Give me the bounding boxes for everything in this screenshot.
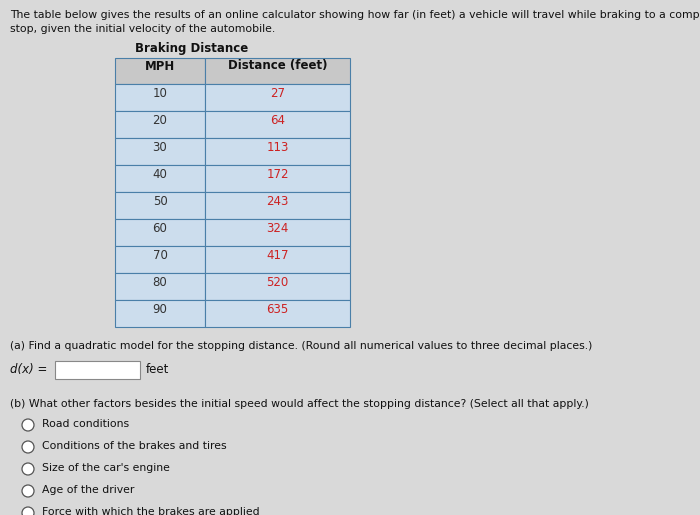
Text: 80: 80 (153, 276, 167, 289)
Text: 27: 27 (270, 87, 285, 100)
Text: Road conditions: Road conditions (42, 419, 129, 429)
Text: 50: 50 (153, 195, 167, 208)
Text: 324: 324 (266, 222, 288, 235)
Text: 90: 90 (153, 303, 167, 316)
Text: 172: 172 (266, 168, 288, 181)
Text: 635: 635 (267, 303, 288, 316)
Text: Conditions of the brakes and tires: Conditions of the brakes and tires (42, 441, 227, 451)
Text: Age of the driver: Age of the driver (42, 485, 134, 495)
Text: stop, given the initial velocity of the automobile.: stop, given the initial velocity of the … (10, 24, 275, 34)
Text: (b) What other factors besides the initial speed would affect the stopping dista: (b) What other factors besides the initi… (10, 399, 589, 409)
Text: Distance (feet): Distance (feet) (228, 60, 328, 73)
Text: Braking Distance: Braking Distance (135, 42, 248, 55)
Text: MPH: MPH (145, 60, 175, 73)
Text: Force with which the brakes are applied: Force with which the brakes are applied (42, 507, 260, 515)
Text: 30: 30 (153, 141, 167, 154)
Text: 20: 20 (153, 114, 167, 127)
Text: d(x) =: d(x) = (10, 363, 48, 376)
Text: feet: feet (146, 363, 169, 376)
Text: 520: 520 (267, 276, 288, 289)
Text: (a) Find a quadratic model for the stopping distance. (Round all numerical value: (a) Find a quadratic model for the stopp… (10, 341, 592, 351)
Text: 40: 40 (153, 168, 167, 181)
Text: 70: 70 (153, 249, 167, 262)
Text: Size of the car's engine: Size of the car's engine (42, 463, 170, 473)
Text: The table below gives the results of an online calculator showing how far (in fe: The table below gives the results of an … (10, 10, 700, 20)
Text: 64: 64 (270, 114, 285, 127)
Text: 113: 113 (266, 141, 288, 154)
Text: 10: 10 (153, 87, 167, 100)
Text: 243: 243 (266, 195, 288, 208)
Text: 60: 60 (153, 222, 167, 235)
Text: 417: 417 (266, 249, 288, 262)
